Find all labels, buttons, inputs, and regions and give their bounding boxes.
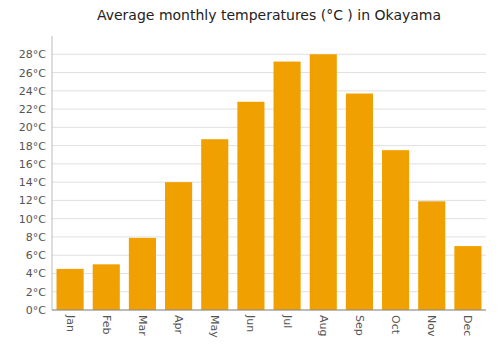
x-tick-label: Nov [425, 315, 438, 337]
x-tick-label: Jan [64, 314, 77, 332]
x-tick-label: Dec [461, 315, 474, 336]
x-tick-label: Sep [353, 315, 366, 336]
bar [346, 94, 373, 310]
bar [274, 62, 301, 310]
grid-line [52, 310, 486, 311]
chart-container: Average monthly temperatures (°C ) in Ok… [0, 0, 500, 350]
x-tick-label: Apr [172, 315, 185, 335]
y-axis-line [52, 36, 53, 310]
x-tick-label: Mar [136, 315, 149, 336]
x-axis-line [52, 310, 486, 311]
bar [201, 139, 228, 310]
y-tick-label: 6°C [26, 249, 46, 262]
y-tick-label: 20°C [19, 121, 46, 134]
grid [52, 54, 486, 310]
x-tick-label: Feb [100, 315, 113, 334]
grid-line [52, 127, 486, 128]
chart-title: Average monthly temperatures (°C ) in Ok… [97, 7, 441, 23]
x-tick-label: May [208, 315, 221, 338]
grid-line [52, 90, 486, 91]
y-tick-label: 2°C [26, 286, 46, 299]
y-tick-label: 22°C [19, 103, 46, 116]
y-tick-label: 18°C [19, 140, 46, 153]
grid-line [52, 200, 486, 201]
x-tick-label: Jun [244, 314, 257, 332]
bar [382, 150, 409, 310]
grid-line [52, 182, 486, 183]
grid-line [52, 163, 486, 164]
y-tick-label: 28°C [19, 48, 46, 61]
grid-line [52, 54, 486, 55]
bars [57, 54, 482, 310]
y-tick-label: 14°C [19, 176, 46, 189]
bar [129, 238, 156, 310]
y-tick-label: 8°C [26, 231, 46, 244]
chart-svg: Average monthly temperatures (°C ) in Ok… [0, 0, 500, 350]
x-tick-label: Jul [281, 314, 294, 328]
y-tick-label: 12°C [19, 194, 46, 207]
bar [57, 269, 84, 310]
y-tick-label: 0°C [26, 304, 46, 317]
bar [454, 246, 481, 310]
x-tick-label: Aug [317, 315, 330, 336]
grid-line [52, 72, 486, 73]
bar [418, 201, 445, 310]
grid-line [52, 145, 486, 146]
y-tick-label: 4°C [26, 267, 46, 280]
bar [237, 102, 264, 310]
y-tick-label: 10°C [19, 213, 46, 226]
bar [165, 182, 192, 310]
y-tick-label: 26°C [19, 67, 46, 80]
y-tick-label: 16°C [19, 158, 46, 171]
bar [93, 264, 120, 310]
x-tick-label: Oct [389, 315, 402, 335]
y-tick-label: 24°C [19, 85, 46, 98]
grid-line [52, 109, 486, 110]
bar [310, 54, 337, 310]
